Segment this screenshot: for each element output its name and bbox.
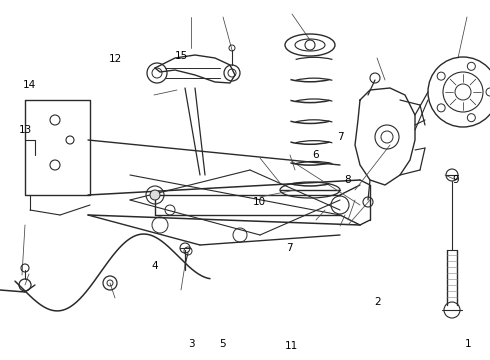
Text: 9: 9 — [452, 175, 459, 185]
Text: 3: 3 — [188, 339, 195, 349]
Text: 5: 5 — [220, 339, 226, 349]
Text: 4: 4 — [151, 261, 158, 271]
Text: 1: 1 — [465, 339, 471, 349]
Text: 11: 11 — [285, 341, 298, 351]
Text: 10: 10 — [253, 197, 266, 207]
Text: 15: 15 — [174, 51, 188, 61]
Text: 6: 6 — [313, 150, 319, 160]
Text: 8: 8 — [344, 175, 351, 185]
Circle shape — [150, 190, 160, 200]
Text: 12: 12 — [108, 54, 122, 64]
Text: 2: 2 — [374, 297, 381, 307]
Text: 7: 7 — [337, 132, 344, 142]
Text: 13: 13 — [19, 125, 32, 135]
Text: 14: 14 — [23, 80, 36, 90]
Text: 7: 7 — [286, 243, 293, 253]
